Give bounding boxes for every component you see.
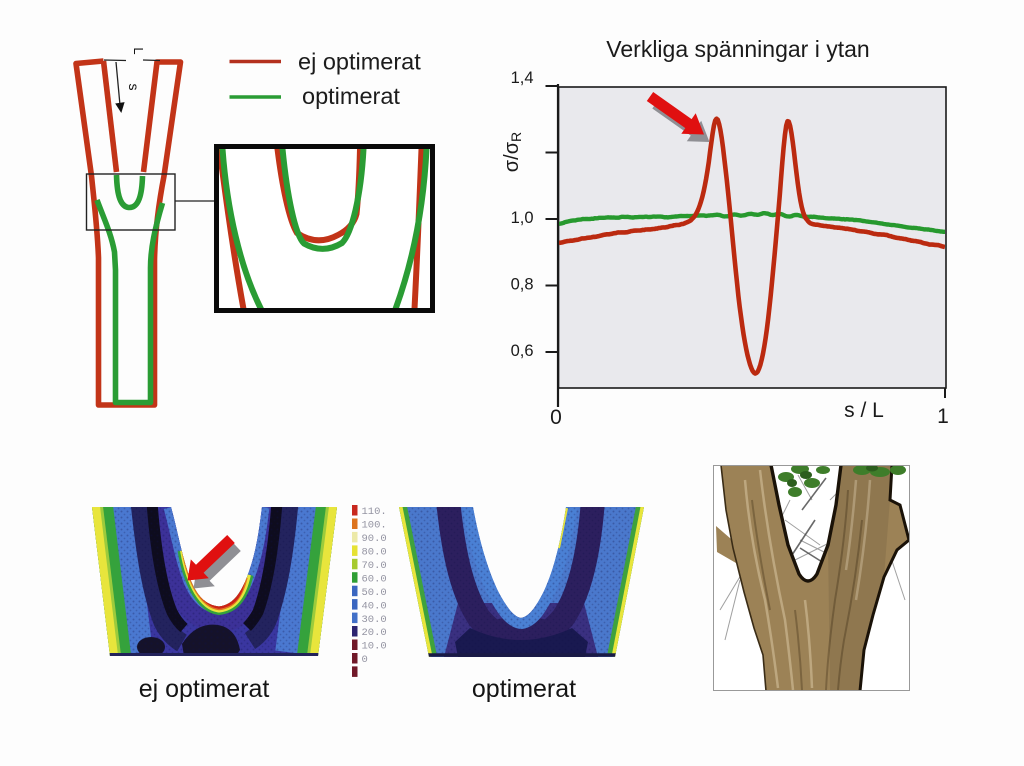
svg-text:80.0: 80.0 <box>362 547 387 559</box>
svg-text:optimerat: optimerat <box>302 83 400 109</box>
svg-text:optimerat: optimerat <box>472 675 576 703</box>
svg-text:ej optimerat: ej optimerat <box>139 675 270 703</box>
svg-text:1,4: 1,4 <box>511 69 534 87</box>
svg-text:0,8: 0,8 <box>511 276 534 294</box>
svg-text:1: 1 <box>937 405 949 428</box>
svg-text:50.0: 50.0 <box>362 587 387 599</box>
svg-text:70.0: 70.0 <box>362 560 387 572</box>
svg-text:Verkliga spänningar i ytan: Verkliga spänningar i ytan <box>606 36 869 62</box>
svg-text:0: 0 <box>550 406 562 429</box>
svg-text:σ/σR: σ/σR <box>501 132 524 172</box>
svg-text:60.0: 60.0 <box>362 574 387 586</box>
svg-text:s / L: s / L <box>844 399 884 422</box>
svg-text:10.0: 10.0 <box>362 641 387 653</box>
svg-text:1,0: 1,0 <box>511 209 534 227</box>
svg-text:40.0: 40.0 <box>362 600 387 612</box>
svg-text:ej optimerat: ej optimerat <box>298 49 421 75</box>
svg-text:90.0: 90.0 <box>362 533 387 545</box>
svg-text:0: 0 <box>362 654 368 666</box>
svg-text:110.: 110. <box>362 506 387 518</box>
svg-text:20.0: 20.0 <box>362 627 387 639</box>
svg-text:30.0: 30.0 <box>362 614 387 626</box>
svg-text:s: s <box>126 84 142 91</box>
svg-text:L: L <box>131 47 146 54</box>
svg-text:0,6: 0,6 <box>511 342 534 360</box>
svg-text:100.: 100. <box>362 520 387 532</box>
